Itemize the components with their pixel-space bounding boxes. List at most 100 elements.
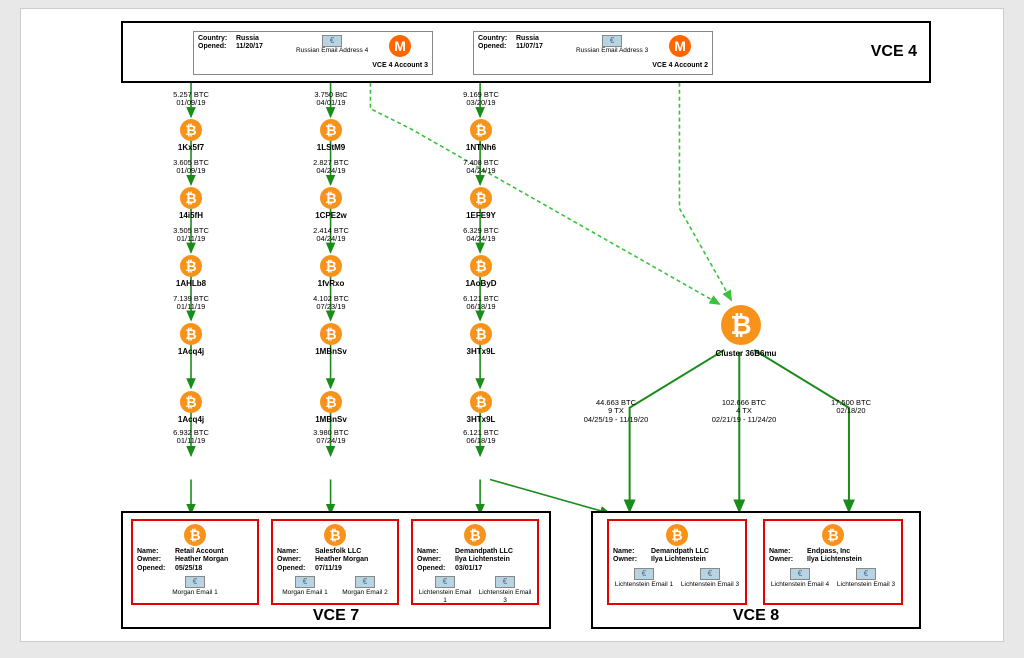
c3-n3b: 3HTx9L [451, 415, 511, 424]
bitcoin-icon: ₿ [320, 119, 342, 141]
name-label: Name: [769, 548, 807, 556]
euro-icon: € [435, 576, 455, 588]
c1-n1: 14i5fH [161, 211, 221, 220]
c1-t0: 5.257 BTC01/09/19 [161, 91, 221, 108]
name-label: Name: [613, 548, 651, 556]
vce8-c2-email2: Lichtenstein Email 3 [837, 581, 895, 589]
vce8-box: VCE 8 ₿ Name:Demandpath LLC Owner:Ilya L… [591, 511, 921, 629]
euro-icon: € [700, 568, 720, 580]
euro-icon: € [355, 576, 375, 588]
vce7-c2-opened: 07/11/19 [315, 565, 342, 573]
bitcoin-icon: ₿ [470, 255, 492, 277]
vce8-c2-owner: Ilya Lichtenstein [807, 556, 862, 564]
owner-label: Owner: [277, 556, 315, 564]
opened-label: Opened: [198, 43, 236, 51]
bitcoin-icon: ₿ [666, 524, 688, 546]
bitcoin-icon: ₿ [184, 524, 206, 546]
cluster-out1: 44.663 BTC9 TX04/25/19 - 11/19/20 [581, 399, 651, 424]
euro-icon: € [322, 35, 342, 47]
bitcoin-icon: ₿ [180, 323, 202, 345]
name-label: Name: [137, 548, 175, 556]
bitcoin-icon: ₿ [180, 391, 202, 413]
vce4-a3-name: VCE 4 Account 3 [372, 62, 428, 70]
c2-n3b: 1MBnSv [301, 415, 361, 424]
vce7-label: VCE 7 [313, 607, 359, 625]
euro-icon: € [790, 568, 810, 580]
c2-t2: 2.414 BTC04/24/19 [301, 227, 361, 244]
c1-n0: 1Kx5f7 [161, 143, 221, 152]
c3-t2: 6.329 BTC04/24/19 [451, 227, 511, 244]
c2-t3: 4.102 BTC07/23/19 [301, 295, 361, 312]
vce8-label: VCE 8 [733, 607, 779, 625]
vce8-c1-email2: Lichtenstein Email 3 [681, 581, 739, 589]
c3-t0: 9.169 BTC03/20/19 [451, 91, 511, 108]
c3-n2: 1AoByD [451, 279, 511, 288]
bitcoin-icon: ₿ [470, 323, 492, 345]
bitcoin-icon: ₿ [180, 187, 202, 209]
bitcoin-icon: ₿ [320, 187, 342, 209]
opened-label: Opened: [417, 565, 455, 573]
c3-n0: 1NTNh6 [451, 143, 511, 152]
c2-n2: 1fvRxo [301, 279, 361, 288]
owner-label: Owner: [613, 556, 651, 564]
vce7-c3-name: Demandpath LLC [455, 548, 513, 556]
bitcoin-icon: ₿ [470, 391, 492, 413]
vce7-c3-owner: Ilya Lichtenstein [455, 556, 510, 564]
bitcoin-icon: ₿ [721, 305, 761, 345]
country-label: Country: [198, 35, 236, 43]
vce4-a3-country: Russia [236, 35, 259, 43]
vce4-a2-opened: 11/07/17 [516, 43, 543, 51]
vce7-c1-email1: Morgan Email 1 [172, 589, 218, 597]
vce7-box: VCE 7 ₿ Name:Retail Account Owner:Heathe… [121, 511, 551, 629]
bitcoin-icon: ₿ [324, 524, 346, 546]
vce7-c2-name: Salesfolk LLC [315, 548, 361, 556]
c2-t1: 2.827 BTC04/24/19 [301, 159, 361, 176]
cluster-out2: 102.666 BTC4 TX02/21/19 - 11/24/20 [709, 399, 779, 424]
vce4-account2-card: Country:Russia Opened:11/07/17 €Russian … [473, 31, 713, 75]
vce8-card1: ₿ Name:Demandpath LLC Owner:Ilya Lichten… [607, 519, 747, 605]
c1-t3: 7.139 BTC01/11/19 [161, 295, 221, 312]
cluster-label: Cluster 36B6mu [711, 349, 781, 358]
owner-label: Owner: [417, 556, 455, 564]
flow-diagram: VCE 4 Country:Russia Opened:11/20/17 €Ru… [21, 9, 1003, 641]
c2-n1: 1CPE2w [301, 211, 361, 220]
page: VCE 4 Country:Russia Opened:11/20/17 €Ru… [20, 8, 1004, 642]
c1-t1: 3.605 BTC01/09/19 [161, 159, 221, 176]
opened-label: Opened: [137, 565, 175, 573]
c1-n2: 1AHLb8 [161, 279, 221, 288]
bitcoin-icon: ₿ [180, 119, 202, 141]
bitcoin-icon: ₿ [320, 323, 342, 345]
c3-n1: 1EFE9Y [451, 211, 511, 220]
bitcoin-icon: ₿ [320, 391, 342, 413]
vce7-c3-email1: Lichtenstein Email 1 [417, 589, 473, 605]
vce4-box: VCE 4 Country:Russia Opened:11/20/17 €Ru… [121, 21, 931, 83]
vce4-a2-name: VCE 4 Account 2 [652, 62, 708, 70]
vce7-card2: ₿ Name:Salesfolk LLC Owner:Heather Morga… [271, 519, 399, 605]
bitcoin-icon: ₿ [470, 187, 492, 209]
vce7-c1-name: Retail Account [175, 548, 224, 556]
c3-t3: 6.121 BTC06/18/19 [451, 295, 511, 312]
opened-label: Opened: [478, 43, 516, 51]
vce7-c1-owner: Heather Morgan [175, 556, 228, 564]
vce7-c3-opened: 03/01/17 [455, 565, 482, 573]
vce8-c1-name: Demandpath LLC [651, 548, 709, 556]
bitcoin-icon: ₿ [470, 119, 492, 141]
c1-t4: 6.932 BTC01/11/19 [161, 429, 221, 446]
c1-t2: 3.505 BTC01/11/19 [161, 227, 221, 244]
monero-icon [389, 35, 411, 57]
name-label: Name: [277, 548, 315, 556]
c3-t1: 7.408 BTC04/24/19 [451, 159, 511, 176]
monero-icon [669, 35, 691, 57]
vce8-c1-owner: Ilya Lichtenstein [651, 556, 706, 564]
euro-icon: € [856, 568, 876, 580]
owner-label: Owner: [137, 556, 175, 564]
bitcoin-icon: ₿ [822, 524, 844, 546]
euro-icon: € [295, 576, 315, 588]
vce7-card1: ₿ Name:Retail Account Owner:Heather Morg… [131, 519, 259, 605]
euro-icon: € [634, 568, 654, 580]
owner-label: Owner: [769, 556, 807, 564]
c3-t4: 6.121 BTC06/18/19 [451, 429, 511, 446]
vce8-card2: ₿ Name:Endpass, Inc Owner:Ilya Lichtenst… [763, 519, 903, 605]
vce8-c1-email1: Lichtenstein Email 1 [615, 581, 673, 589]
vce7-c1-opened: 05/25/18 [175, 565, 202, 573]
